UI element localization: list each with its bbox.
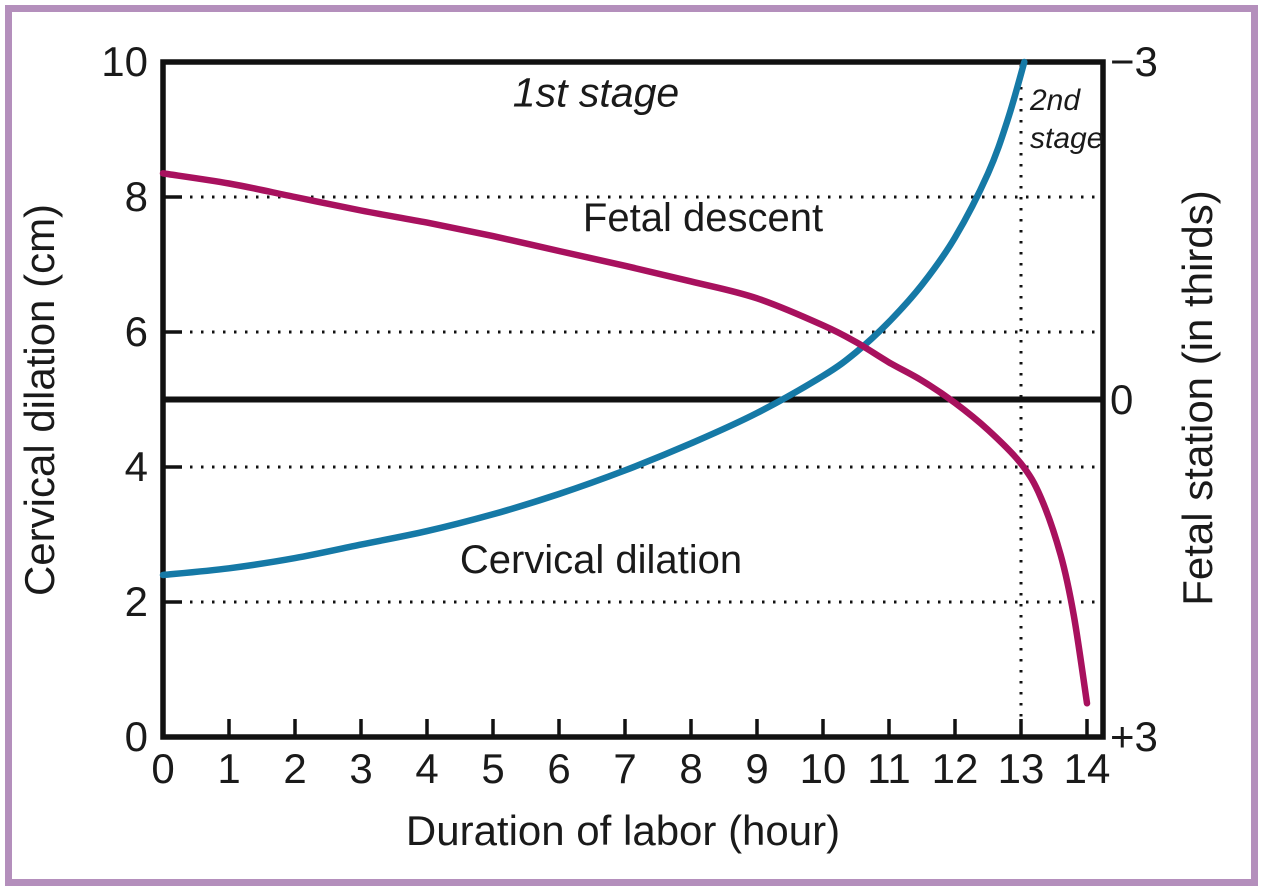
x-tick-label: 0 <box>151 745 175 792</box>
right-axis-title: Fetal station (in thirds) <box>1174 190 1221 606</box>
x-tick-label: 1 <box>217 745 241 792</box>
cervical-dilation-series-label: Cervical dilation <box>459 538 743 582</box>
fetal-descent-series-label: Fetal descent <box>582 196 824 240</box>
y-left-tick-label: 8 <box>124 173 148 220</box>
x-tick-label: 9 <box>745 745 769 792</box>
second-stage-annotation-line2: stage <box>1030 121 1104 155</box>
second-stage-annotation-line1: 2nd <box>1030 84 1081 117</box>
x-tick-label: 10 <box>799 745 847 792</box>
x-tick-label: 12 <box>931 745 979 792</box>
first-stage-annotation: 1st stage <box>512 69 680 116</box>
y-left-tick-label: 0 <box>124 713 148 760</box>
x-tick-label: 3 <box>349 745 373 792</box>
y-left-tick-label: 4 <box>124 443 148 490</box>
x-tick-label: 5 <box>481 745 505 792</box>
x-axis-title: Duration of labor (hour) <box>405 807 841 854</box>
x-tick-label: 7 <box>613 745 637 792</box>
x-tick-label: 4 <box>415 745 439 792</box>
x-tick-label: 6 <box>547 745 571 792</box>
left-axis-title: Cervical dilation (cm) <box>16 203 63 597</box>
y-right-tick-label: 0 <box>1110 375 1134 423</box>
x-tick-label: 2 <box>283 745 307 792</box>
y-left-tick-label: 6 <box>124 308 148 355</box>
second-stage-annotation: 2nd stage <box>1030 82 1103 157</box>
y-right-tick-label: −3 <box>1110 38 1158 85</box>
y-left-tick-label: 10 <box>101 38 148 85</box>
x-tick-label: 14 <box>1063 745 1111 792</box>
axis-box <box>160 59 1106 740</box>
y-right-tick-label: +3 <box>1110 713 1158 760</box>
series-curve-fetal-descent <box>159 170 1091 707</box>
x-tick-label: 11 <box>867 745 911 792</box>
x-tick-label: 13 <box>997 745 1045 792</box>
x-tick-label: 8 <box>679 745 703 792</box>
y-left-tick-label: 2 <box>124 578 148 625</box>
series-curve-cervical-dilation <box>159 58 1028 579</box>
